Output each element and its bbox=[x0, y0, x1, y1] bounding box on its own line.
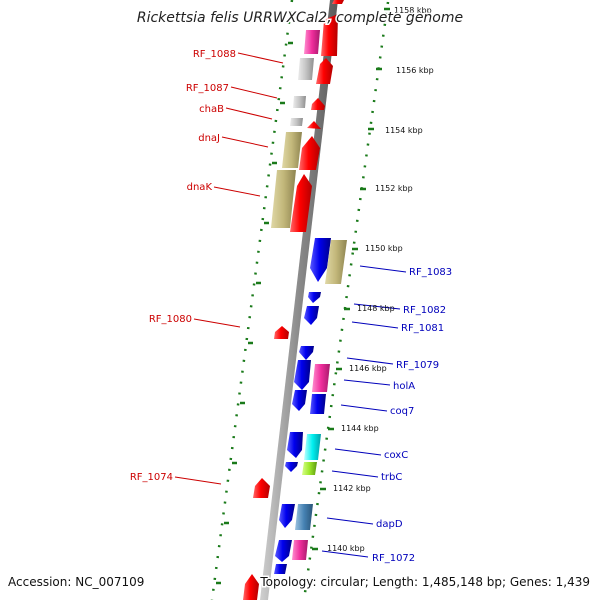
scale-1144: 1144 kbp bbox=[341, 424, 379, 433]
gene-bottom-blue bbox=[274, 564, 287, 574]
gene-dnaj-tan bbox=[282, 132, 302, 168]
map-title: Rickettsia felis URRWXCal2, complete gen… bbox=[137, 10, 463, 26]
topology-label: Topology: circular; Length: 1,485,148 bp… bbox=[259, 575, 590, 589]
label-trbc: trbC bbox=[381, 472, 402, 483]
inner-major-ticks bbox=[216, 41, 293, 585]
scale-1152: 1152 kbp bbox=[375, 184, 413, 193]
scale-labels: 1158 kbp 1156 kbp 1154 kbp 1152 kbp 1150… bbox=[327, 6, 434, 553]
outer-major-ticks bbox=[312, 7, 390, 551]
label-coq7: coq7 bbox=[390, 406, 414, 417]
scale-1146: 1146 kbp bbox=[349, 364, 387, 373]
gene-rf1087-arrow bbox=[311, 98, 325, 110]
gene-rf1072-pink bbox=[292, 540, 308, 560]
gene-top-arrow bbox=[321, 14, 338, 56]
gene-trbc-lime bbox=[302, 462, 317, 475]
label-rf1074: RF_1074 bbox=[130, 472, 173, 483]
label-coxc: coxC bbox=[384, 450, 408, 461]
label-rf1079: RF_1079 bbox=[396, 360, 439, 371]
scale-1154: 1154 kbp bbox=[385, 126, 423, 135]
gene-coq7-b bbox=[310, 394, 326, 414]
scale-1140: 1140 kbp bbox=[327, 544, 365, 553]
gene-dapd-steel bbox=[295, 504, 313, 530]
gene-chab-grey bbox=[290, 118, 303, 126]
gene-rf1074-arrow bbox=[253, 478, 270, 498]
label-dnak: dnaK bbox=[187, 182, 213, 193]
forward-leaders bbox=[174, 52, 284, 485]
label-rf1080: RF_1080 bbox=[149, 314, 192, 325]
gene-chab-arrow bbox=[307, 121, 321, 129]
gene-rf1087-grey bbox=[293, 96, 306, 108]
gene-rf1088-arrow bbox=[316, 58, 333, 84]
gene-dapd-arrow bbox=[279, 504, 295, 528]
gene-rf1083-arrow bbox=[310, 238, 331, 282]
scale-1142: 1142 kbp bbox=[333, 484, 371, 493]
forward-gene-labels: RF_1088 RF_1087 chaB dnaJ dnaK RF_1080 R… bbox=[130, 49, 236, 483]
scale-1148: 1148 kbp bbox=[357, 304, 395, 313]
gene-top-cap bbox=[332, 0, 344, 4]
forward-genes bbox=[243, 0, 344, 600]
label-chab: chaB bbox=[199, 104, 224, 115]
gene-dnak-arrow bbox=[290, 174, 312, 232]
accession-label: Accession: NC_007109 bbox=[8, 575, 144, 589]
gene-coxc-arrow bbox=[287, 432, 303, 458]
label-rf1072: RF_1072 bbox=[372, 553, 415, 564]
inner-tick-ring bbox=[210, 0, 294, 600]
gene-rf1088-box bbox=[304, 30, 320, 54]
label-rf1081: RF_1081 bbox=[401, 323, 444, 334]
gene-hola-arrow bbox=[294, 360, 311, 390]
label-dapd: dapD bbox=[376, 519, 403, 530]
scale-1156: 1156 kbp bbox=[396, 66, 434, 75]
gene-rf1080-arrow bbox=[274, 326, 289, 339]
gene-bottom-arrow bbox=[243, 574, 259, 600]
scale-1158: 1158 kbp bbox=[394, 6, 432, 15]
label-hola: holA bbox=[393, 381, 415, 392]
label-dnaj: dnaJ bbox=[198, 133, 220, 144]
outer-tick-ring bbox=[302, 1, 390, 600]
gene-rf1082-arrow bbox=[308, 292, 321, 303]
reverse-gene-labels: RF_1083 RF_1082 RF_1081 RF_1079 holA coq… bbox=[372, 267, 452, 564]
gene-dnaj-arrow bbox=[299, 136, 320, 170]
gene-coxc-cyan bbox=[304, 434, 321, 460]
reverse-genes bbox=[274, 238, 347, 574]
gene-dnak-tan bbox=[271, 170, 296, 228]
label-rf1083: RF_1083 bbox=[409, 267, 452, 278]
gene-hola-pink bbox=[312, 364, 330, 392]
gene-rf1072-arrow bbox=[275, 540, 292, 562]
reverse-leaders bbox=[321, 265, 407, 558]
gene-trbc-arrow bbox=[285, 462, 298, 472]
gene-coq7-a bbox=[292, 390, 307, 411]
gene-rf1081-arrow bbox=[304, 306, 319, 325]
label-rf1088: RF_1088 bbox=[193, 49, 236, 60]
scale-1150: 1150 kbp bbox=[365, 244, 403, 253]
gene-rf1088-grey bbox=[298, 58, 314, 80]
label-rf1082: RF_1082 bbox=[403, 305, 446, 316]
gene-rf1083-tan bbox=[325, 240, 347, 284]
gene-rf1079-arrow bbox=[299, 346, 314, 360]
label-rf1087: RF_1087 bbox=[186, 83, 229, 94]
